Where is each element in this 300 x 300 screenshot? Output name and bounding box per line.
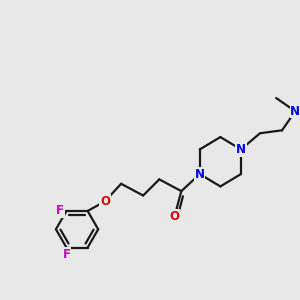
Text: N: N xyxy=(195,168,205,181)
Text: F: F xyxy=(62,248,70,261)
Text: N: N xyxy=(236,143,246,156)
Text: O: O xyxy=(100,195,110,208)
Text: F: F xyxy=(56,205,64,218)
Text: N: N xyxy=(290,105,300,118)
Text: O: O xyxy=(169,210,179,223)
